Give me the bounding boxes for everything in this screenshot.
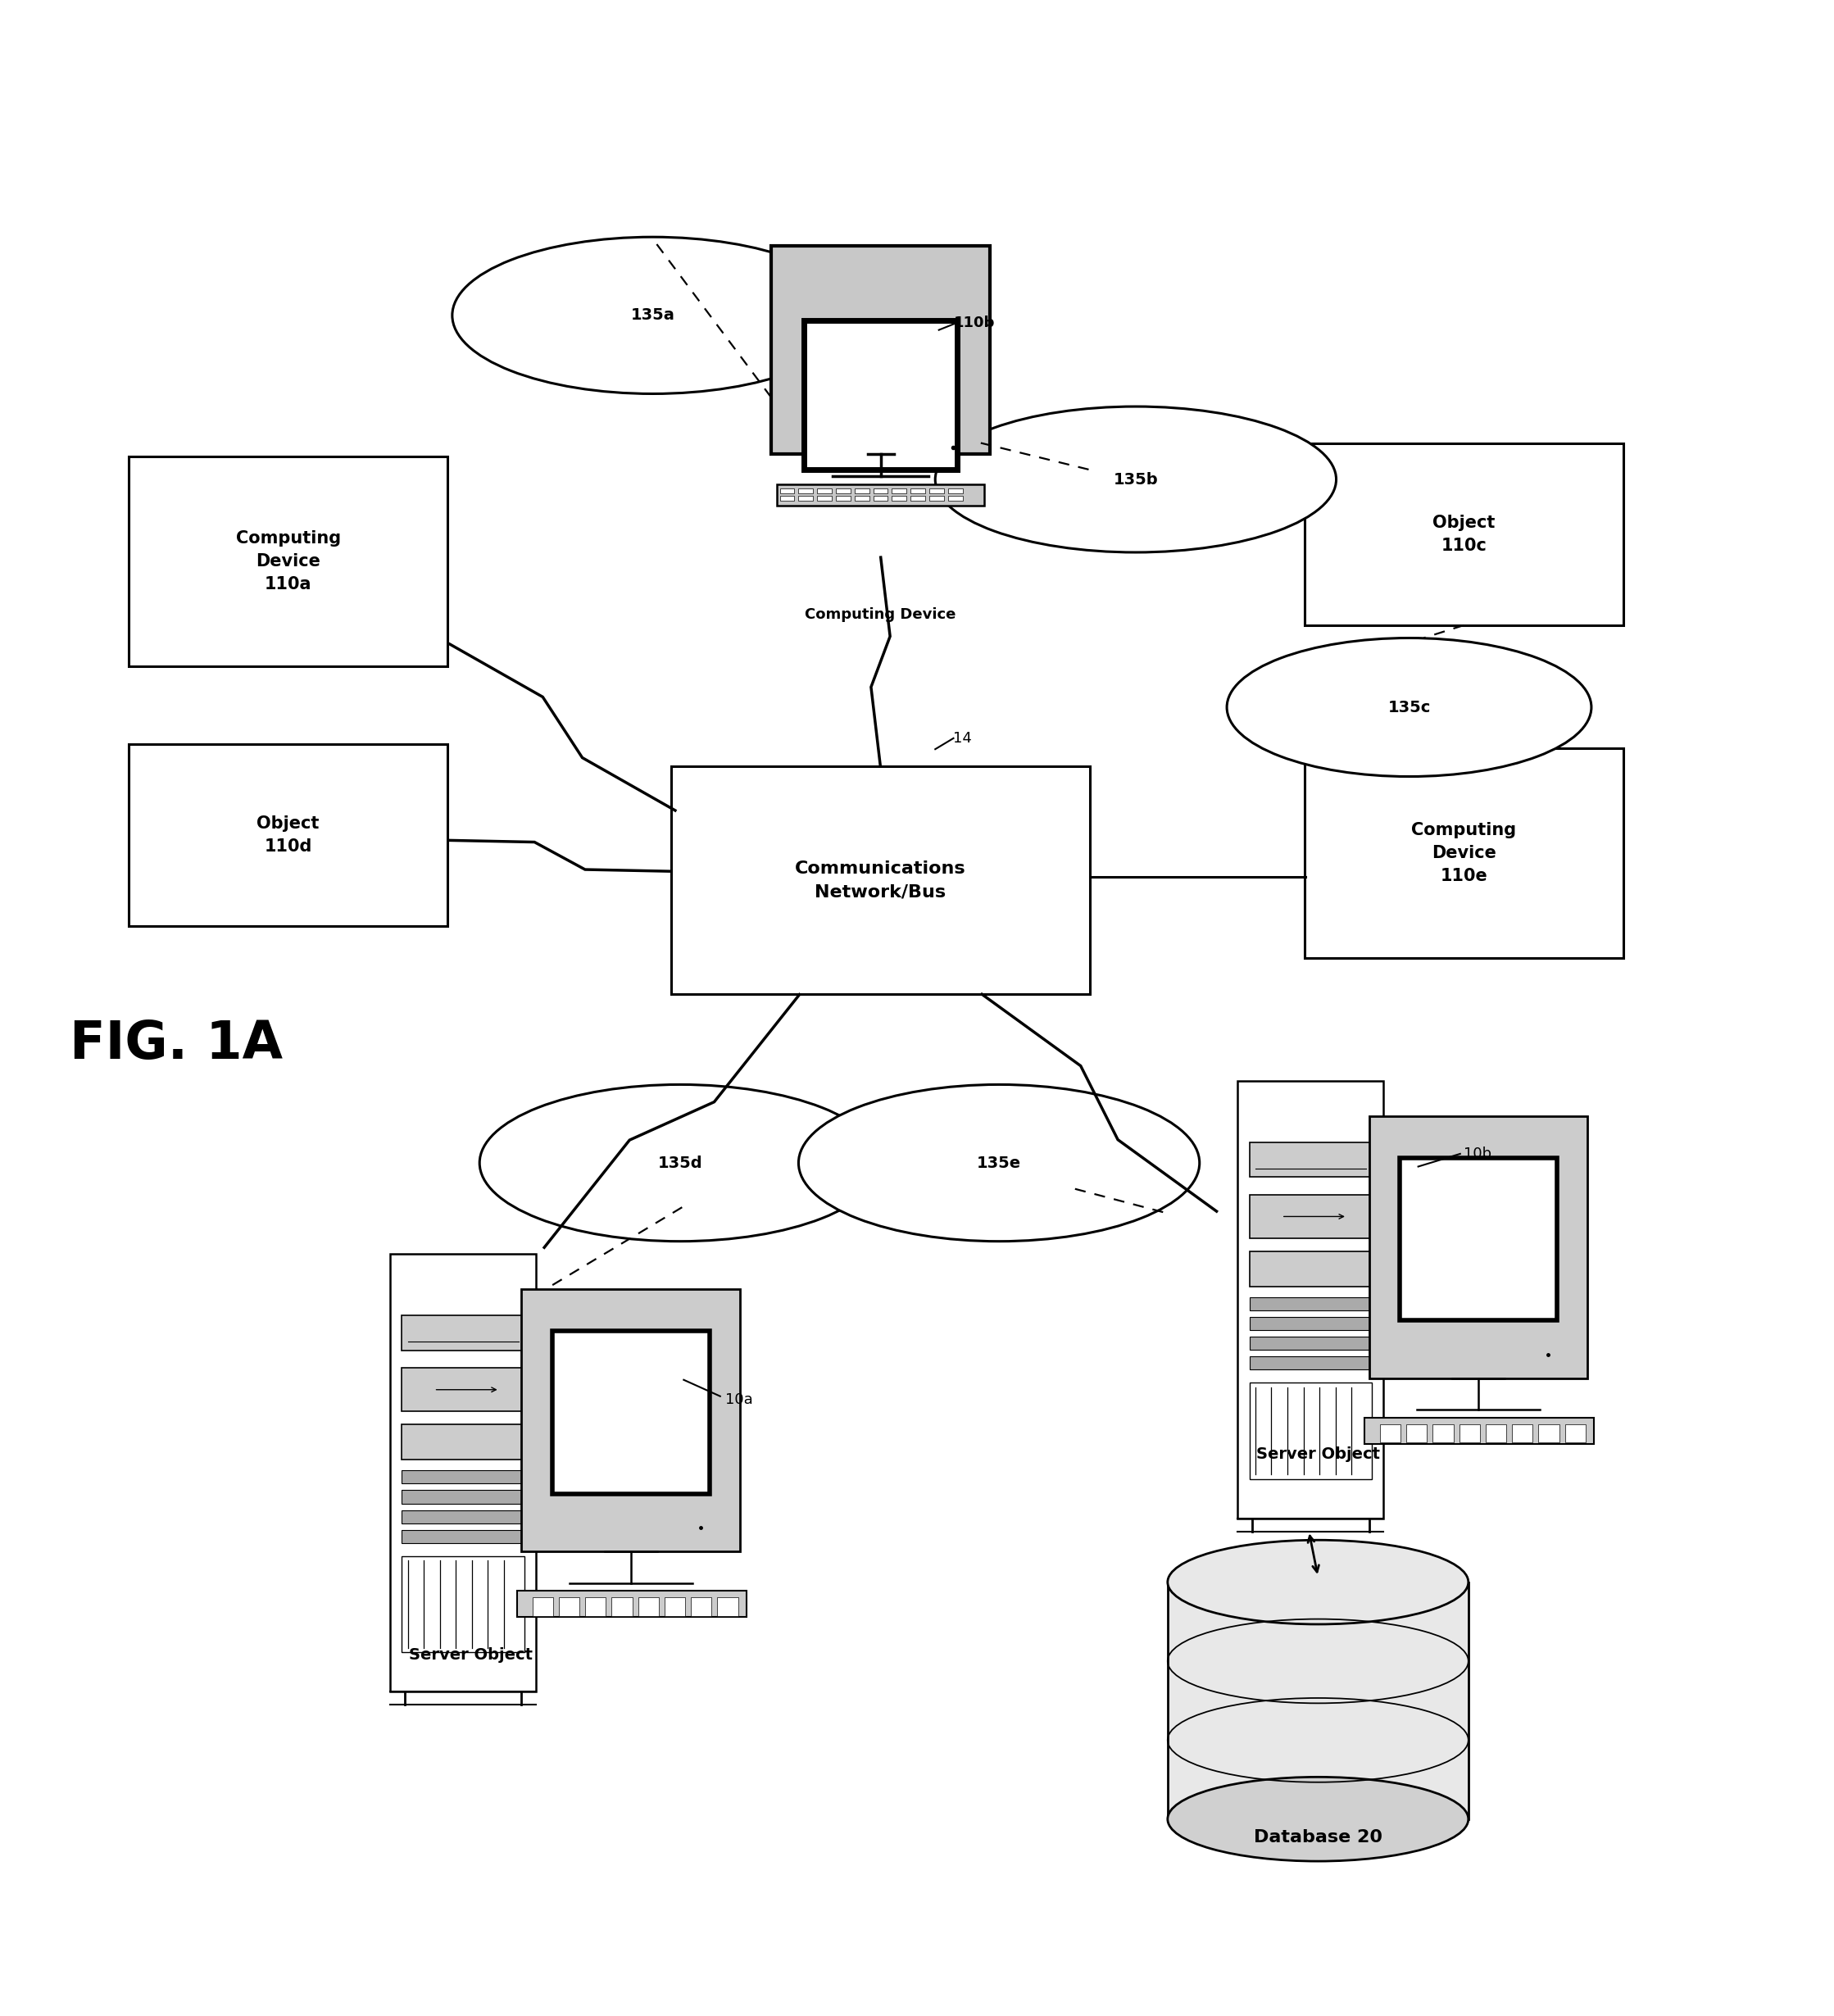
FancyBboxPatch shape bbox=[1304, 444, 1623, 625]
FancyBboxPatch shape bbox=[911, 488, 924, 494]
Ellipse shape bbox=[1227, 637, 1592, 776]
Text: 135c: 135c bbox=[1388, 700, 1431, 716]
FancyBboxPatch shape bbox=[818, 488, 833, 494]
Text: Server Object: Server Object bbox=[409, 1647, 532, 1663]
FancyBboxPatch shape bbox=[517, 1591, 746, 1617]
FancyBboxPatch shape bbox=[1249, 1316, 1372, 1331]
Text: Object
110d: Object 110d bbox=[257, 814, 319, 855]
FancyBboxPatch shape bbox=[1168, 1583, 1469, 1818]
FancyBboxPatch shape bbox=[836, 488, 851, 494]
Text: FIG. 1A: FIG. 1A bbox=[70, 1018, 282, 1070]
FancyBboxPatch shape bbox=[664, 1597, 686, 1617]
Text: 135b: 135b bbox=[1113, 472, 1157, 488]
Ellipse shape bbox=[453, 238, 853, 393]
FancyBboxPatch shape bbox=[638, 1597, 658, 1617]
FancyBboxPatch shape bbox=[798, 488, 812, 494]
FancyBboxPatch shape bbox=[1249, 1298, 1372, 1310]
FancyBboxPatch shape bbox=[402, 1510, 525, 1524]
FancyBboxPatch shape bbox=[585, 1597, 605, 1617]
FancyBboxPatch shape bbox=[770, 246, 990, 454]
Ellipse shape bbox=[935, 407, 1337, 552]
FancyBboxPatch shape bbox=[930, 496, 945, 500]
FancyBboxPatch shape bbox=[717, 1597, 737, 1617]
FancyBboxPatch shape bbox=[911, 496, 924, 500]
Text: 135e: 135e bbox=[978, 1155, 1022, 1171]
FancyBboxPatch shape bbox=[1379, 1423, 1401, 1443]
FancyBboxPatch shape bbox=[818, 496, 833, 500]
Ellipse shape bbox=[1168, 1540, 1469, 1625]
FancyBboxPatch shape bbox=[1407, 1423, 1427, 1443]
FancyBboxPatch shape bbox=[402, 1425, 525, 1460]
FancyBboxPatch shape bbox=[402, 1367, 525, 1411]
FancyBboxPatch shape bbox=[552, 1331, 710, 1494]
FancyBboxPatch shape bbox=[779, 496, 794, 500]
FancyBboxPatch shape bbox=[1304, 748, 1623, 958]
FancyBboxPatch shape bbox=[891, 488, 906, 494]
FancyBboxPatch shape bbox=[521, 1288, 741, 1552]
Text: 14: 14 bbox=[954, 732, 972, 746]
FancyBboxPatch shape bbox=[128, 744, 447, 925]
FancyBboxPatch shape bbox=[402, 1530, 525, 1542]
Text: Server Object: Server Object bbox=[1256, 1447, 1379, 1462]
FancyBboxPatch shape bbox=[798, 496, 812, 500]
FancyBboxPatch shape bbox=[1249, 1357, 1372, 1369]
FancyBboxPatch shape bbox=[930, 488, 945, 494]
FancyBboxPatch shape bbox=[779, 488, 794, 494]
Text: Computing
Device
110a: Computing Device 110a bbox=[237, 530, 341, 593]
FancyBboxPatch shape bbox=[1368, 1117, 1588, 1379]
FancyBboxPatch shape bbox=[402, 1490, 525, 1504]
Text: Computing Device: Computing Device bbox=[805, 607, 956, 621]
FancyBboxPatch shape bbox=[1539, 1423, 1559, 1443]
Text: 10a: 10a bbox=[726, 1393, 754, 1407]
FancyBboxPatch shape bbox=[855, 496, 869, 500]
FancyBboxPatch shape bbox=[128, 458, 447, 665]
FancyBboxPatch shape bbox=[402, 1314, 525, 1351]
FancyBboxPatch shape bbox=[559, 1597, 580, 1617]
FancyBboxPatch shape bbox=[1460, 1423, 1480, 1443]
Text: 10b: 10b bbox=[1464, 1147, 1491, 1161]
FancyBboxPatch shape bbox=[402, 1470, 525, 1484]
FancyBboxPatch shape bbox=[1249, 1195, 1372, 1238]
FancyBboxPatch shape bbox=[1564, 1423, 1585, 1443]
FancyBboxPatch shape bbox=[1432, 1423, 1453, 1443]
Text: Database 20: Database 20 bbox=[1254, 1829, 1383, 1845]
Text: Computing
Device
110e: Computing Device 110e bbox=[1412, 823, 1517, 885]
FancyBboxPatch shape bbox=[1249, 1252, 1372, 1286]
FancyBboxPatch shape bbox=[691, 1597, 712, 1617]
FancyBboxPatch shape bbox=[1399, 1157, 1557, 1320]
FancyBboxPatch shape bbox=[1364, 1417, 1594, 1443]
FancyBboxPatch shape bbox=[836, 496, 851, 500]
Text: Communications
Network/Bus: Communications Network/Bus bbox=[796, 861, 967, 899]
Ellipse shape bbox=[1168, 1776, 1469, 1861]
Text: 110b: 110b bbox=[954, 314, 994, 331]
FancyBboxPatch shape bbox=[613, 1597, 633, 1617]
FancyBboxPatch shape bbox=[1486, 1423, 1506, 1443]
Text: 135a: 135a bbox=[631, 308, 675, 323]
FancyBboxPatch shape bbox=[671, 766, 1089, 994]
FancyBboxPatch shape bbox=[873, 488, 888, 494]
FancyBboxPatch shape bbox=[948, 496, 963, 500]
Text: Object
110c: Object 110c bbox=[1432, 514, 1495, 554]
Text: 135d: 135d bbox=[658, 1155, 702, 1171]
FancyBboxPatch shape bbox=[891, 496, 906, 500]
FancyBboxPatch shape bbox=[855, 488, 869, 494]
FancyBboxPatch shape bbox=[1511, 1423, 1533, 1443]
FancyBboxPatch shape bbox=[1249, 1143, 1372, 1177]
FancyBboxPatch shape bbox=[391, 1254, 536, 1691]
Ellipse shape bbox=[479, 1085, 880, 1242]
FancyBboxPatch shape bbox=[1249, 1337, 1372, 1351]
FancyBboxPatch shape bbox=[1238, 1081, 1383, 1518]
FancyBboxPatch shape bbox=[803, 321, 957, 470]
Ellipse shape bbox=[798, 1085, 1199, 1242]
FancyBboxPatch shape bbox=[948, 488, 963, 494]
FancyBboxPatch shape bbox=[873, 496, 888, 500]
FancyBboxPatch shape bbox=[776, 484, 985, 506]
FancyBboxPatch shape bbox=[532, 1597, 554, 1617]
